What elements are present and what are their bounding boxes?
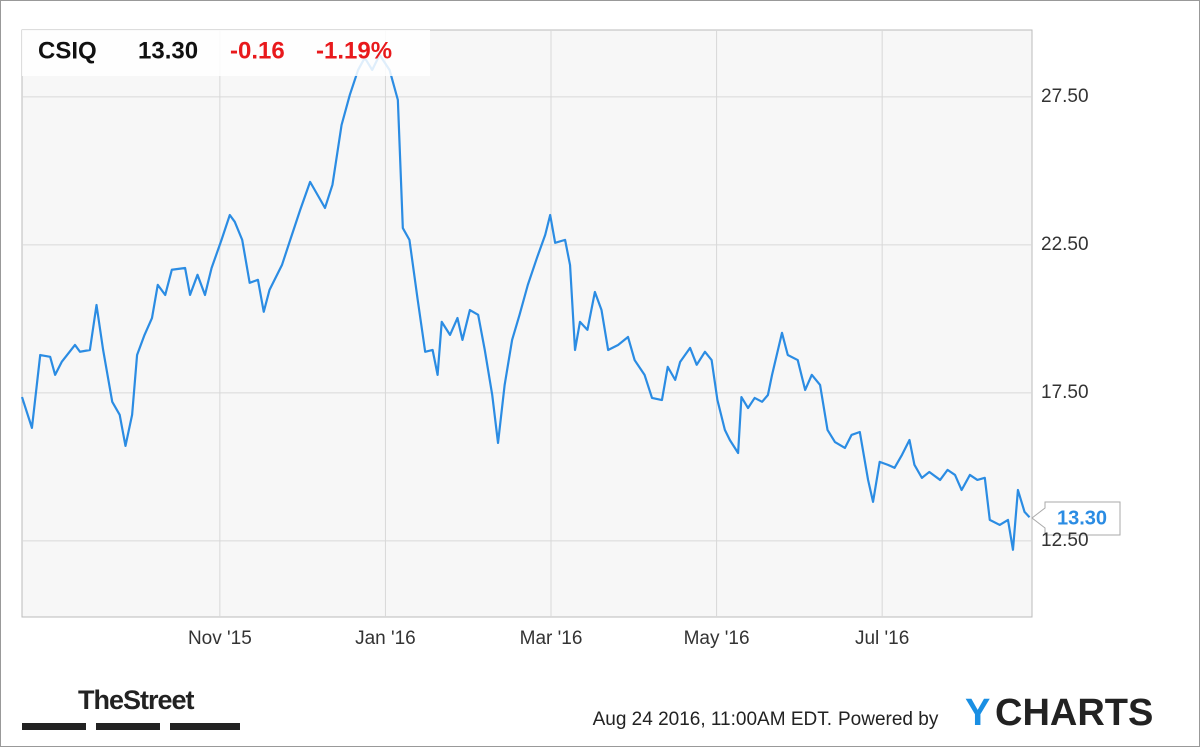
brand-bar (22, 723, 86, 730)
ycharts-logo-y: Y (965, 692, 990, 734)
y-tick-label: 22.50 (1041, 234, 1089, 255)
y-tick-label: 17.50 (1041, 382, 1089, 403)
x-tick-label: Jan '16 (355, 628, 416, 649)
price-callout (1031, 501, 1121, 536)
header-box (22, 30, 430, 76)
price: 13.30 (138, 37, 198, 64)
grid (22, 30, 1032, 617)
x-tick-label: Mar '16 (520, 628, 583, 649)
series (20, 53, 1031, 551)
change: -0.16 (230, 37, 285, 64)
timestamp: Aug 24 2016, 11:00AM EDT. (593, 709, 832, 730)
plot-area (21, 29, 1033, 618)
ycharts-logo-rest: CHARTS (995, 692, 1153, 734)
change-percent: -1.19% (316, 37, 392, 64)
x-tick-label: Jul '16 (855, 628, 909, 649)
price-line (20, 53, 1031, 551)
brand-logo: TheStreet (78, 685, 195, 715)
x-tick-label: Nov '15 (188, 628, 252, 649)
price-callout-label: 13.30 (1057, 507, 1107, 529)
brand-bar (96, 723, 160, 730)
brand-bar (170, 723, 240, 730)
powered-by: Powered by (838, 709, 939, 730)
x-tick-label: May '16 (684, 628, 750, 649)
y-tick-label: 12.50 (1041, 530, 1089, 551)
y-tick-label: 27.50 (1041, 86, 1089, 107)
ticker: CSIQ (38, 37, 97, 64)
